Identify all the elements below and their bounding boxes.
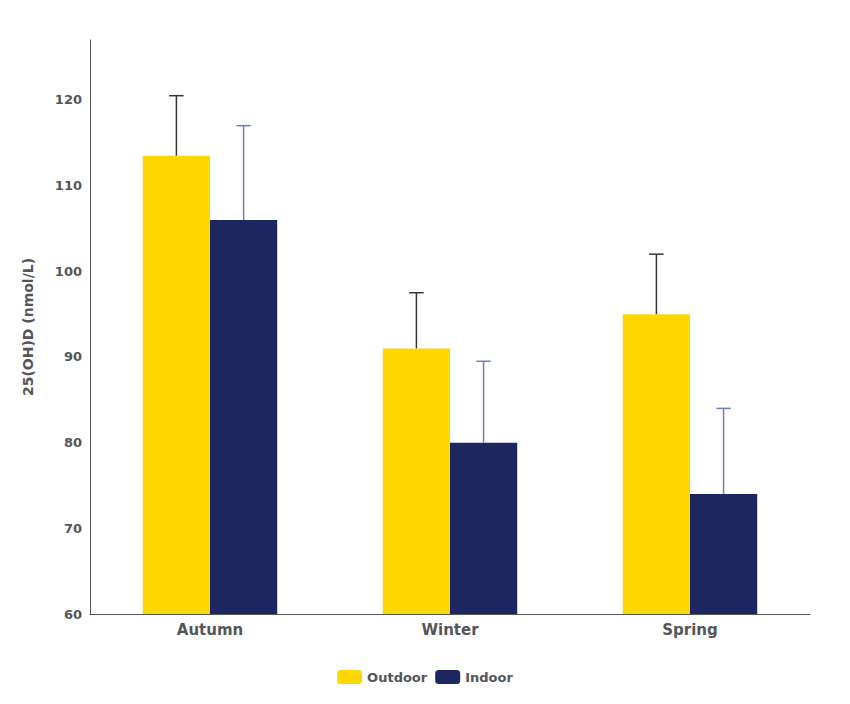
svg-text:70: 70	[64, 521, 82, 536]
svg-text:100: 100	[55, 264, 82, 279]
svg-text:110: 110	[55, 178, 82, 193]
svg-text:120: 120	[55, 92, 82, 107]
svg-text:Indoor: Indoor	[465, 670, 513, 685]
svg-text:Autumn: Autumn	[177, 621, 243, 639]
svg-text:Spring: Spring	[662, 621, 718, 639]
svg-text:Winter: Winter	[421, 621, 479, 639]
svg-text:Outdoor: Outdoor	[367, 670, 428, 685]
svg-text:80: 80	[64, 435, 82, 450]
svg-text:90: 90	[64, 349, 82, 364]
svg-text:25(OH)D (nmol/L): 25(OH)D (nmol/L)	[20, 258, 36, 396]
svg-text:60: 60	[64, 607, 82, 622]
